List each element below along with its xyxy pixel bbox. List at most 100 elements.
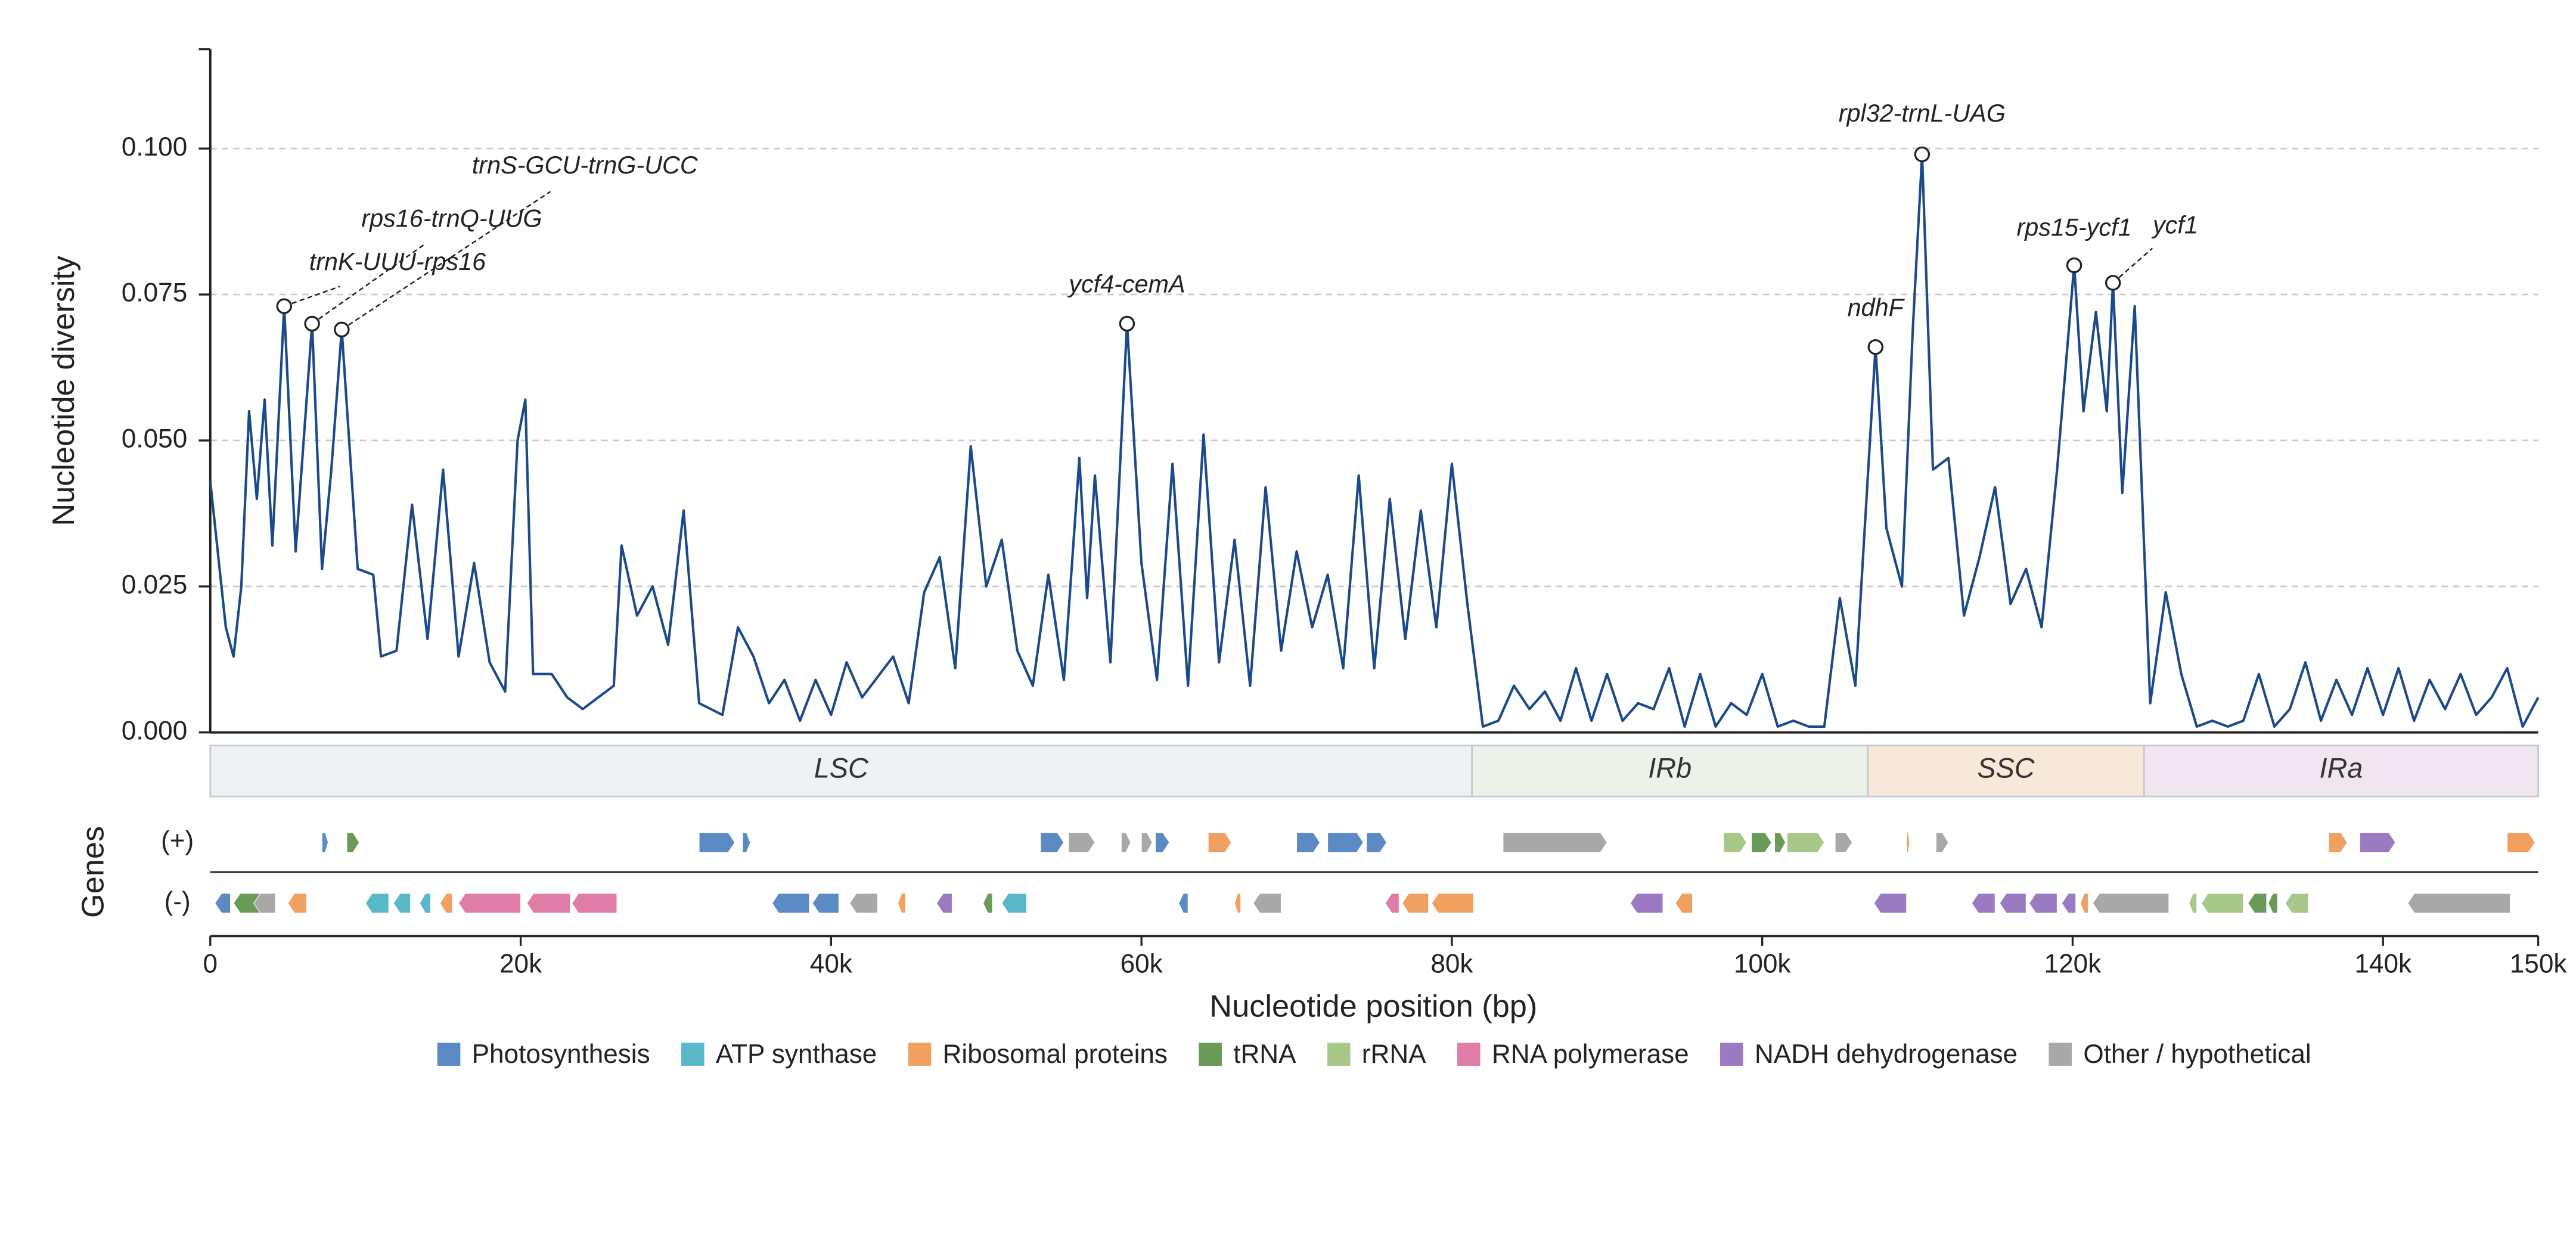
x-tick-label: 40k <box>810 950 853 979</box>
peak-label: ndhF <box>1848 294 1905 321</box>
gene <box>365 893 389 914</box>
legend-label: NADH dehydrogenase <box>1755 1040 2018 1069</box>
gene <box>1723 832 1748 853</box>
gene <box>1385 893 1399 914</box>
peak-marker <box>1914 146 1931 163</box>
peak-marker <box>334 321 350 338</box>
legend-label: rRNA <box>1362 1040 1426 1069</box>
peak-marker <box>2105 275 2121 291</box>
gene <box>233 893 260 914</box>
x-tick-label: 20k <box>499 950 542 979</box>
gene <box>1040 832 1064 853</box>
peak-marker <box>2066 257 2082 274</box>
peak-marker <box>276 298 292 314</box>
gene <box>1873 893 1907 914</box>
gene <box>812 893 839 914</box>
gene <box>2061 893 2077 914</box>
legend-label: RNA polymerase <box>1492 1040 1689 1069</box>
gene <box>1999 893 2026 914</box>
legend-swatch <box>1199 1043 1222 1066</box>
leader-line <box>2112 247 2153 284</box>
gene <box>2506 832 2536 853</box>
gene <box>1675 893 1693 914</box>
y-tick-label: 0.025 <box>122 570 187 599</box>
gene <box>1001 893 1027 914</box>
gene <box>1155 832 1170 853</box>
gene <box>2028 893 2057 914</box>
legend-swatch <box>681 1043 704 1066</box>
y-axis-label: Nucleotide diversity <box>46 255 81 526</box>
gene <box>982 893 993 914</box>
gene <box>2285 893 2309 914</box>
gene <box>346 832 360 853</box>
gene <box>1774 832 1786 853</box>
gene <box>2080 893 2089 914</box>
y-tick-label: 0.050 <box>122 424 187 454</box>
legend-swatch <box>1457 1043 1481 1066</box>
gene <box>1366 832 1388 853</box>
gene <box>771 893 810 914</box>
leader-line <box>284 286 340 307</box>
peak-label: ycf4-cemA <box>1067 271 1185 298</box>
peak-label: ycf1 <box>2151 212 2198 239</box>
y-tick-label: 0.075 <box>122 278 187 308</box>
gene <box>1068 832 1095 853</box>
gene <box>393 893 411 914</box>
gene <box>1971 893 1995 914</box>
gene <box>936 893 953 914</box>
gene <box>1208 832 1232 853</box>
gene <box>439 893 453 914</box>
gene <box>2201 893 2244 914</box>
diversity-line <box>209 153 2540 728</box>
peak-label: rps16-trnQ-UUG <box>361 204 542 232</box>
gene <box>1503 832 1607 853</box>
x-tick-label: 80k <box>1430 950 1473 979</box>
peak-marker <box>1867 339 1883 355</box>
y-tick-label: 0.000 <box>122 716 187 745</box>
gene <box>1178 893 1188 914</box>
gene <box>849 893 879 914</box>
peak-label: trnK-UUU-rps16 <box>309 248 486 275</box>
gene <box>742 832 751 853</box>
gene <box>2267 893 2278 914</box>
legend-swatch <box>1327 1043 1351 1066</box>
gene <box>2407 893 2511 914</box>
x-tick-label: 140k <box>2354 950 2412 979</box>
x-axis-label: Nucleotide position (bp) <box>1209 989 1537 1024</box>
gene <box>2359 832 2396 853</box>
gene <box>2328 832 2348 853</box>
peak-label: rpl32-trnL-UAG <box>1839 100 2006 127</box>
x-tick-label: 0 <box>203 950 218 979</box>
legend-swatch <box>437 1043 461 1066</box>
legend-swatch <box>2049 1043 2072 1066</box>
gene <box>1327 832 1364 853</box>
gene <box>526 893 571 914</box>
leader-line <box>311 244 424 325</box>
gene <box>1751 832 1772 853</box>
x-tick-label: 120k <box>2044 950 2102 979</box>
gene <box>1786 832 1825 853</box>
x-tick-label: 100k <box>1734 950 1792 979</box>
gene <box>1296 832 1321 853</box>
gene <box>1401 893 1429 914</box>
legend-swatch <box>908 1043 932 1066</box>
region-label: SSC <box>1977 752 2035 783</box>
gene <box>571 893 617 914</box>
gene <box>1234 893 1242 914</box>
legend-label: tRNA <box>1233 1040 1296 1069</box>
strand-label: (+) <box>161 826 194 855</box>
peak-marker <box>304 315 320 332</box>
gene <box>1141 832 1153 853</box>
gene <box>1431 893 1474 914</box>
genes-label: Genes <box>76 826 111 918</box>
gene <box>1906 832 1910 853</box>
gene <box>458 893 522 914</box>
region-label: IRa <box>2319 752 2363 783</box>
gene <box>1935 832 1949 853</box>
gene <box>2189 893 2198 914</box>
gene <box>214 893 231 914</box>
region-label: LSC <box>814 752 869 783</box>
peak-marker <box>1119 315 1135 332</box>
strand-label: (-) <box>165 887 191 916</box>
